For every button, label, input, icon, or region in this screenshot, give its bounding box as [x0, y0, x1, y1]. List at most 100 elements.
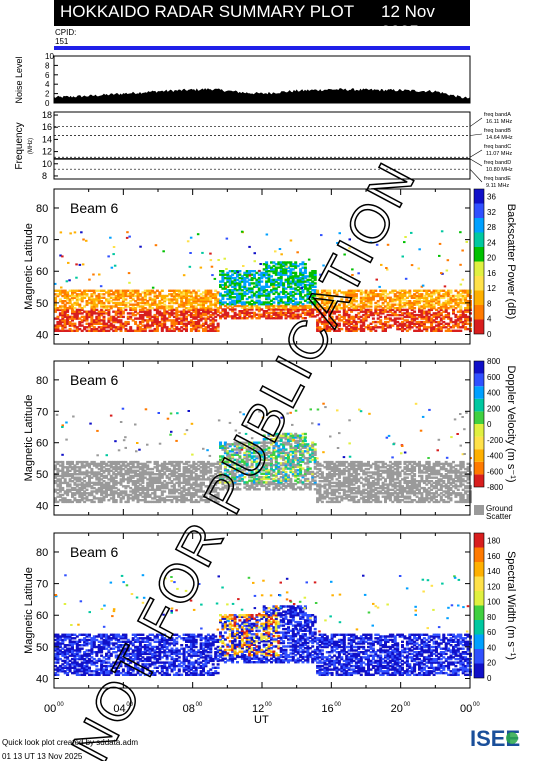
data-cell — [209, 490, 213, 493]
colorbar-tick-label: 36 — [487, 193, 496, 202]
data-cell — [437, 303, 441, 306]
data-cell — [454, 315, 458, 319]
data-cell — [102, 497, 106, 500]
data-cell — [459, 320, 463, 324]
data-cell — [146, 488, 150, 491]
data-cell — [180, 320, 184, 324]
data-cell — [209, 322, 213, 325]
data-cell — [456, 315, 460, 319]
data-cell — [102, 480, 106, 483]
data-cell — [219, 476, 222, 479]
data-cell — [299, 282, 303, 285]
data-cell — [303, 443, 307, 446]
data-cell — [320, 289, 324, 292]
data-cell — [185, 329, 188, 332]
data-cell — [287, 310, 290, 313]
data-cell — [231, 282, 235, 285]
data-cell — [59, 254, 62, 257]
data-cell — [245, 463, 249, 467]
data-cell — [284, 448, 288, 451]
data-cell — [272, 297, 276, 301]
data-cell — [228, 470, 232, 474]
data-cell — [129, 300, 133, 303]
data-cell — [296, 308, 300, 311]
data-cell — [146, 324, 150, 327]
data-cell — [415, 317, 419, 320]
data-cell — [202, 329, 205, 332]
data-cell — [404, 236, 407, 238]
data-cell — [58, 329, 62, 332]
data-cell — [231, 306, 235, 309]
data-cell — [296, 313, 300, 316]
data-cell — [245, 448, 249, 451]
data-cell — [90, 490, 94, 493]
data-cell — [216, 308, 220, 312]
data-cell — [299, 448, 303, 451]
data-cell — [250, 446, 254, 449]
data-cell — [63, 289, 67, 292]
data-cell — [117, 301, 121, 305]
data-cell — [211, 464, 215, 467]
data-cell — [231, 479, 235, 482]
data-cell — [236, 289, 239, 292]
data-cell — [75, 326, 79, 329]
data-cell — [267, 476, 271, 479]
data-cell — [447, 312, 451, 315]
data-cell — [97, 481, 101, 485]
data-cell — [172, 312, 176, 315]
data-cell — [299, 472, 303, 475]
data-cell — [119, 329, 123, 332]
data-cell — [236, 301, 239, 304]
data-cell — [311, 270, 315, 273]
data-cell — [282, 270, 286, 273]
data-cell — [262, 443, 266, 446]
data-cell — [221, 315, 225, 318]
data-cell — [388, 324, 392, 327]
data-cell — [236, 448, 239, 451]
data-cell — [262, 448, 266, 451]
data-cell — [255, 301, 259, 304]
data-cell — [202, 303, 205, 306]
data-cell — [291, 282, 295, 285]
data-cell — [277, 315, 281, 318]
data-cell — [92, 462, 96, 466]
data-cell — [129, 471, 133, 474]
data-cell — [102, 319, 106, 322]
data-cell — [66, 291, 70, 294]
data-cell — [216, 469, 220, 472]
data-cell — [262, 472, 266, 475]
data-cell — [177, 294, 181, 298]
data-cell — [262, 310, 266, 313]
data-cell — [265, 296, 269, 299]
data-cell — [442, 303, 446, 306]
data-cell — [435, 289, 438, 292]
data-cell — [158, 471, 162, 474]
data-cell — [211, 308, 215, 312]
data-cell — [155, 322, 159, 325]
data-cell — [223, 257, 226, 260]
data-cell — [345, 310, 349, 313]
data-cell — [187, 493, 191, 497]
data-cell — [255, 443, 259, 446]
data-cell — [202, 493, 205, 497]
data-cell — [437, 327, 441, 331]
data-cell — [348, 238, 351, 241]
data-cell — [316, 310, 320, 313]
data-cell — [388, 303, 392, 306]
data-cell — [464, 298, 468, 301]
data-cell — [255, 465, 259, 469]
data-cell — [308, 308, 312, 311]
data-cell — [90, 500, 94, 504]
data-cell — [211, 497, 215, 500]
data-cell — [54, 300, 57, 303]
data-cell — [119, 315, 123, 319]
data-cell — [311, 297, 315, 301]
data-cell — [250, 444, 254, 448]
data-cell — [172, 473, 176, 476]
data-cell — [97, 317, 101, 320]
data-cell — [347, 315, 351, 319]
data-cell — [109, 300, 113, 303]
data-cell — [231, 289, 235, 292]
data-cell — [88, 492, 91, 495]
data-cell — [238, 446, 242, 449]
